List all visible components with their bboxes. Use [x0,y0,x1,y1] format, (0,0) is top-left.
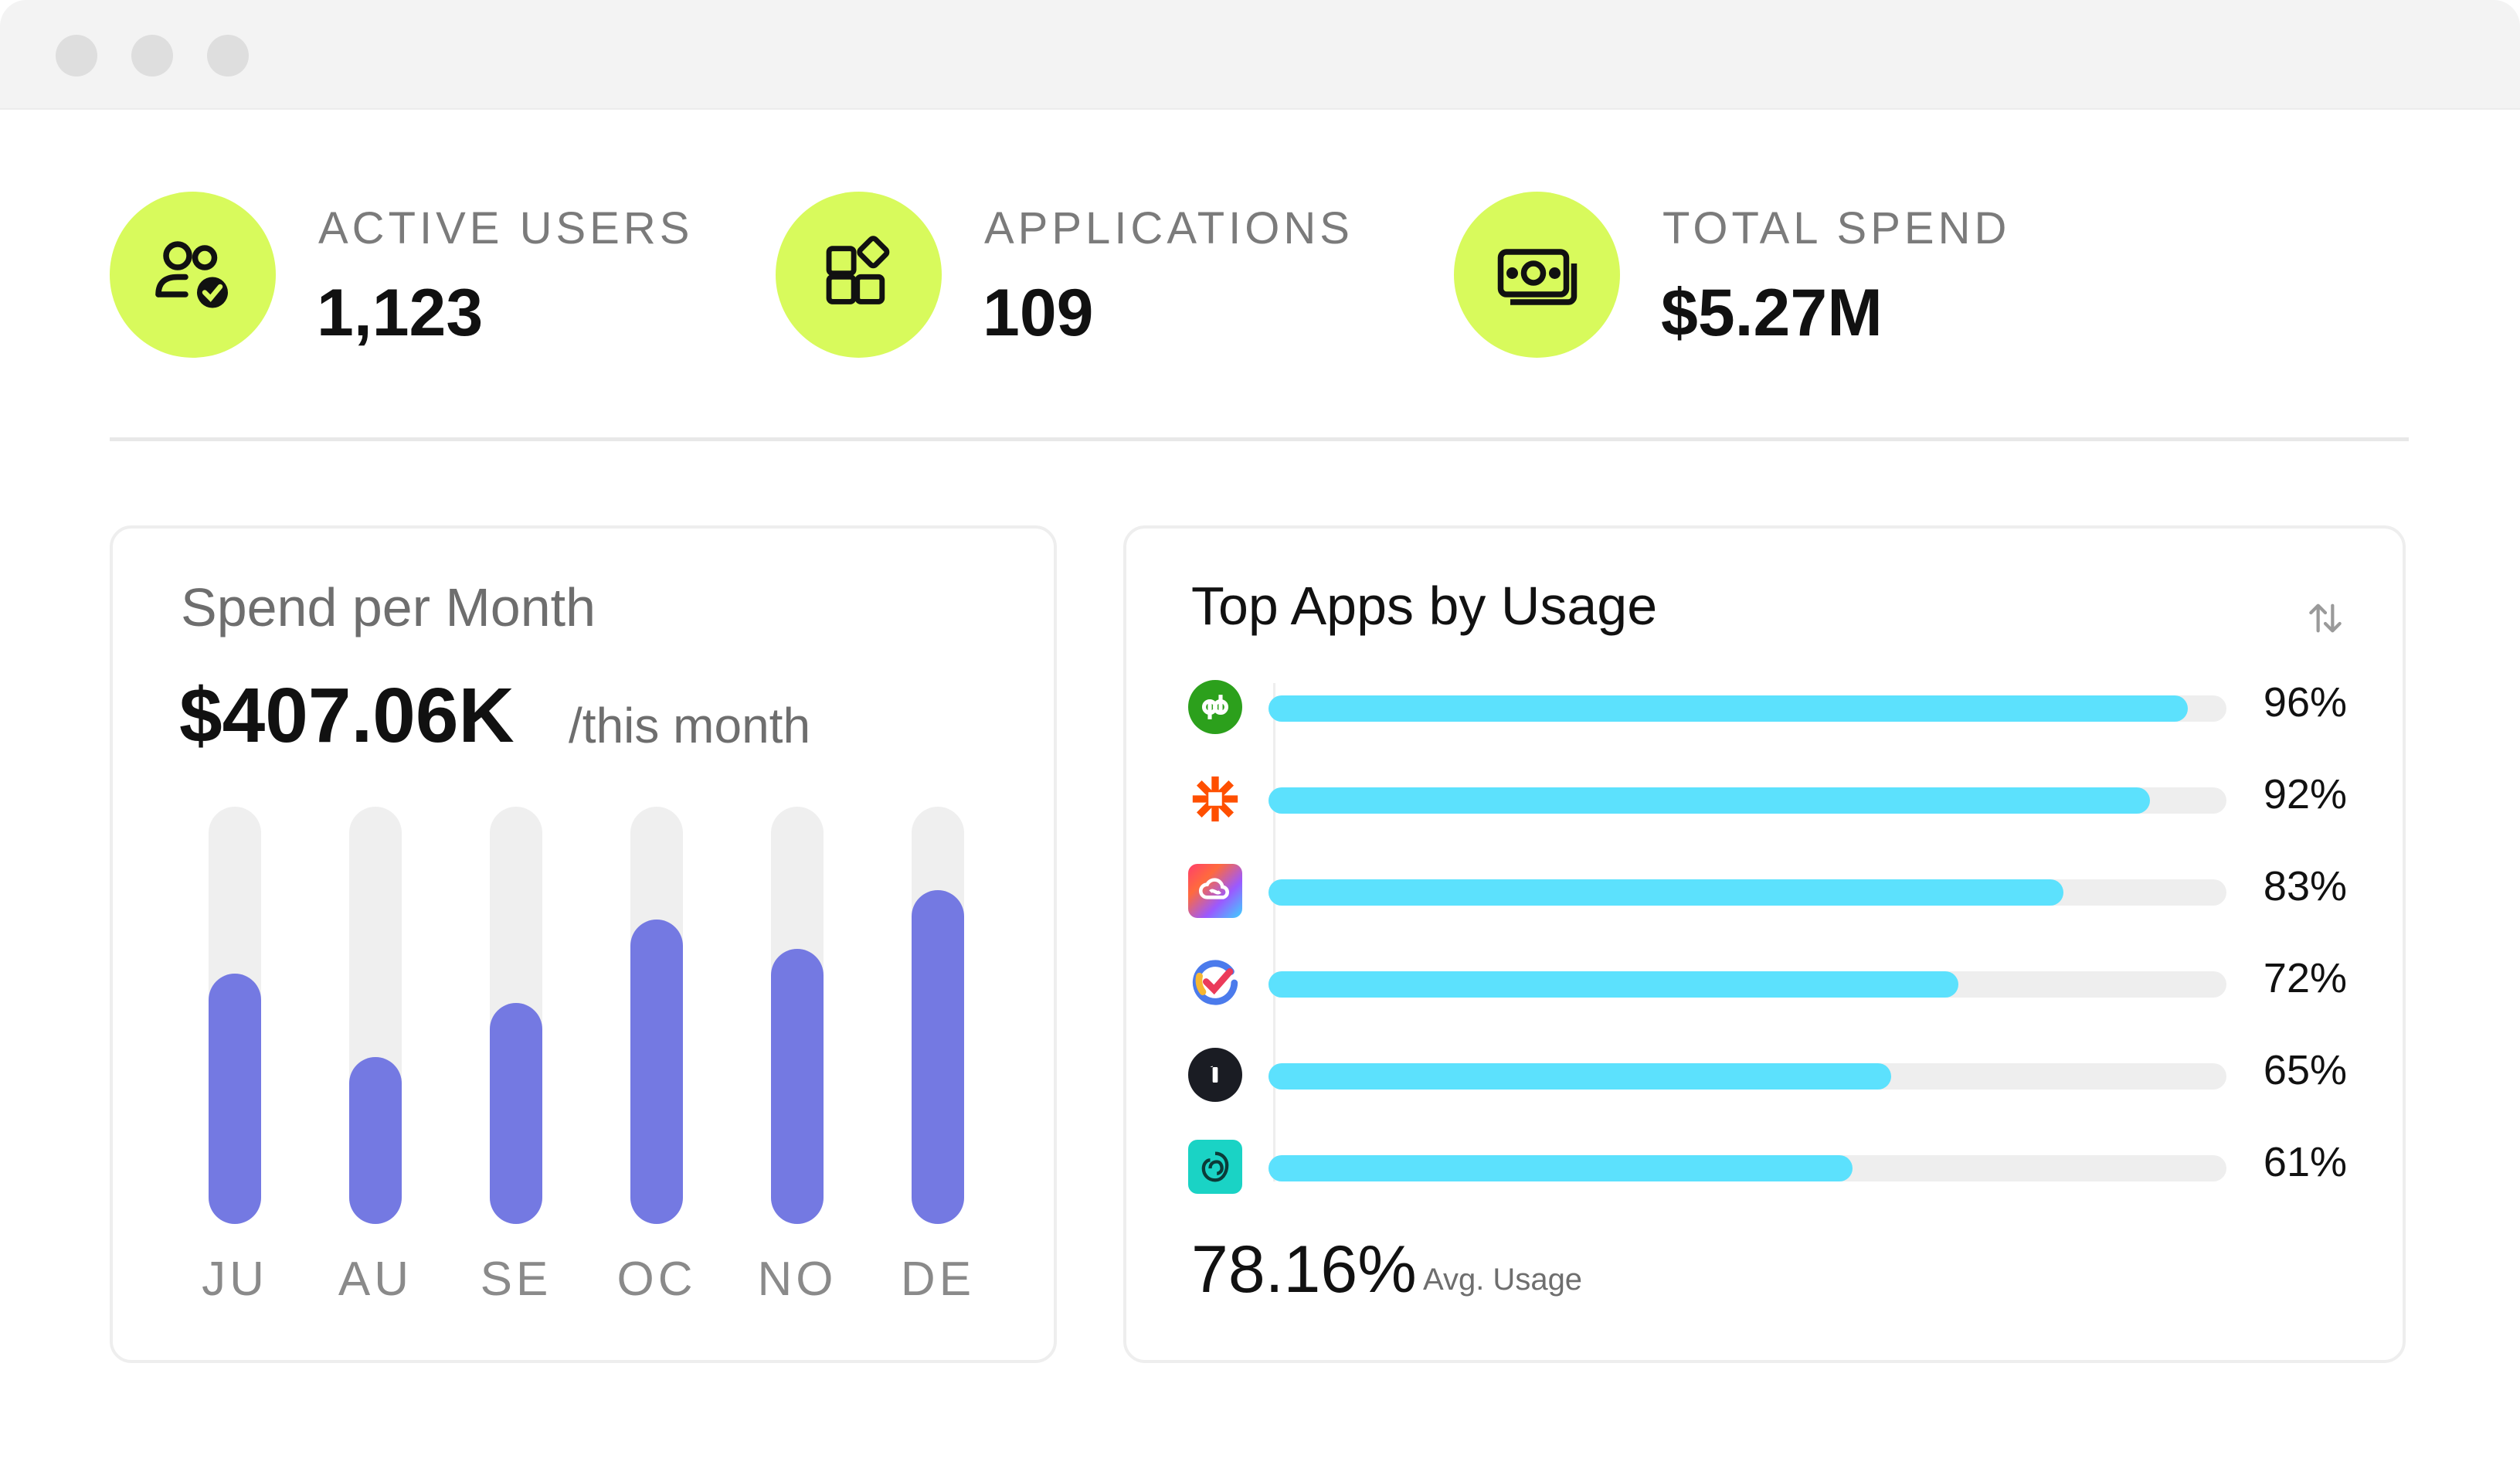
app-usage-row[interactable]: 65% [1126,1043,2409,1105]
stat-label: TOTAL SPEND [1662,203,2011,253]
window-close-dot[interactable] [56,35,97,76]
x-tick-label: AU [338,1253,413,1306]
usage-percent: 72% [2263,955,2347,1001]
stat-value: 1,123 [317,276,484,350]
zapier-logo-icon [1188,772,1242,826]
evernote-logo-icon [1188,1140,1242,1194]
stat-value: 109 [983,276,1094,350]
money-icon [1454,192,1620,358]
users-check-icon [110,192,276,358]
stat-label: ACTIVE USERS [318,203,694,253]
app-usage-row[interactable]: 61% [1126,1135,2409,1197]
usage-track [1268,1063,2226,1090]
average-usage-value: 78.16% [1191,1232,1417,1307]
creative-cloud-logo-icon [1188,864,1242,918]
usage-fill [1268,1155,1853,1181]
stat-label: APPLICATIONS [984,203,1353,253]
bar-de[interactable] [912,890,964,1224]
average-usage-label: Avg. Usage [1423,1263,1583,1297]
usage-track [1268,695,2226,722]
bar-no[interactable] [771,949,824,1224]
onepassword-logo-icon [1188,1048,1242,1102]
quickbooks-logo-icon [1188,680,1242,734]
window-maximize-dot[interactable] [207,35,249,76]
usage-fill [1268,1063,1891,1090]
apps-grid-icon [776,192,942,358]
usage-percent: 61% [2263,1139,2347,1185]
usage-fill [1268,879,2064,906]
x-tick-label: JU [202,1253,268,1306]
x-tick-label: SE [480,1253,552,1306]
app-usage-row[interactable]: 72% [1126,951,2409,1013]
sort-arrows-icon[interactable] [2304,597,2347,640]
spend-bar-chart: JU AU SE OC NO DE [113,529,1060,1366]
bar-se[interactable] [490,1003,542,1224]
bar-au[interactable] [349,1057,402,1224]
section-divider [110,437,2409,441]
stat-value: $5.27M [1661,276,1883,350]
app-usage-row[interactable]: 96% [1126,675,2409,737]
usage-axis-line [1273,683,1275,1181]
app-usage-row[interactable]: 92% [1126,767,2409,829]
bar-ju[interactable] [209,974,261,1224]
window-titlebar [0,0,2520,110]
usage-percent: 65% [2263,1047,2347,1093]
usage-track [1268,879,2226,906]
todoist-check-logo-icon [1188,956,1242,1010]
usage-percent: 92% [2263,771,2347,818]
usage-fill [1268,971,1958,998]
spend-per-month-card: Spend per Month $407.06K /this month JU A… [110,525,1057,1363]
monthly-spend-value: $407.06K [179,672,515,759]
usage-track [1268,1155,2226,1181]
x-tick-label: DE [900,1253,976,1306]
top-apps-card: Top Apps by Usage 96% 92% [1123,525,2406,1363]
card-title: Spend per Month [181,577,596,637]
app-usage-row[interactable]: 83% [1126,859,2409,921]
card-title: Top Apps by Usage [1191,576,1658,636]
usage-fill [1268,695,2189,722]
usage-percent: 83% [2263,863,2347,909]
bar-oc[interactable] [630,920,683,1224]
x-tick-label: OC [616,1253,697,1306]
usage-fill [1268,787,2150,814]
usage-track [1268,787,2226,814]
usage-track [1268,971,2226,998]
window-minimize-dot[interactable] [131,35,173,76]
monthly-spend-suffix: /this month [569,698,811,753]
usage-percent: 96% [2263,679,2347,726]
x-tick-label: NO [757,1253,837,1306]
